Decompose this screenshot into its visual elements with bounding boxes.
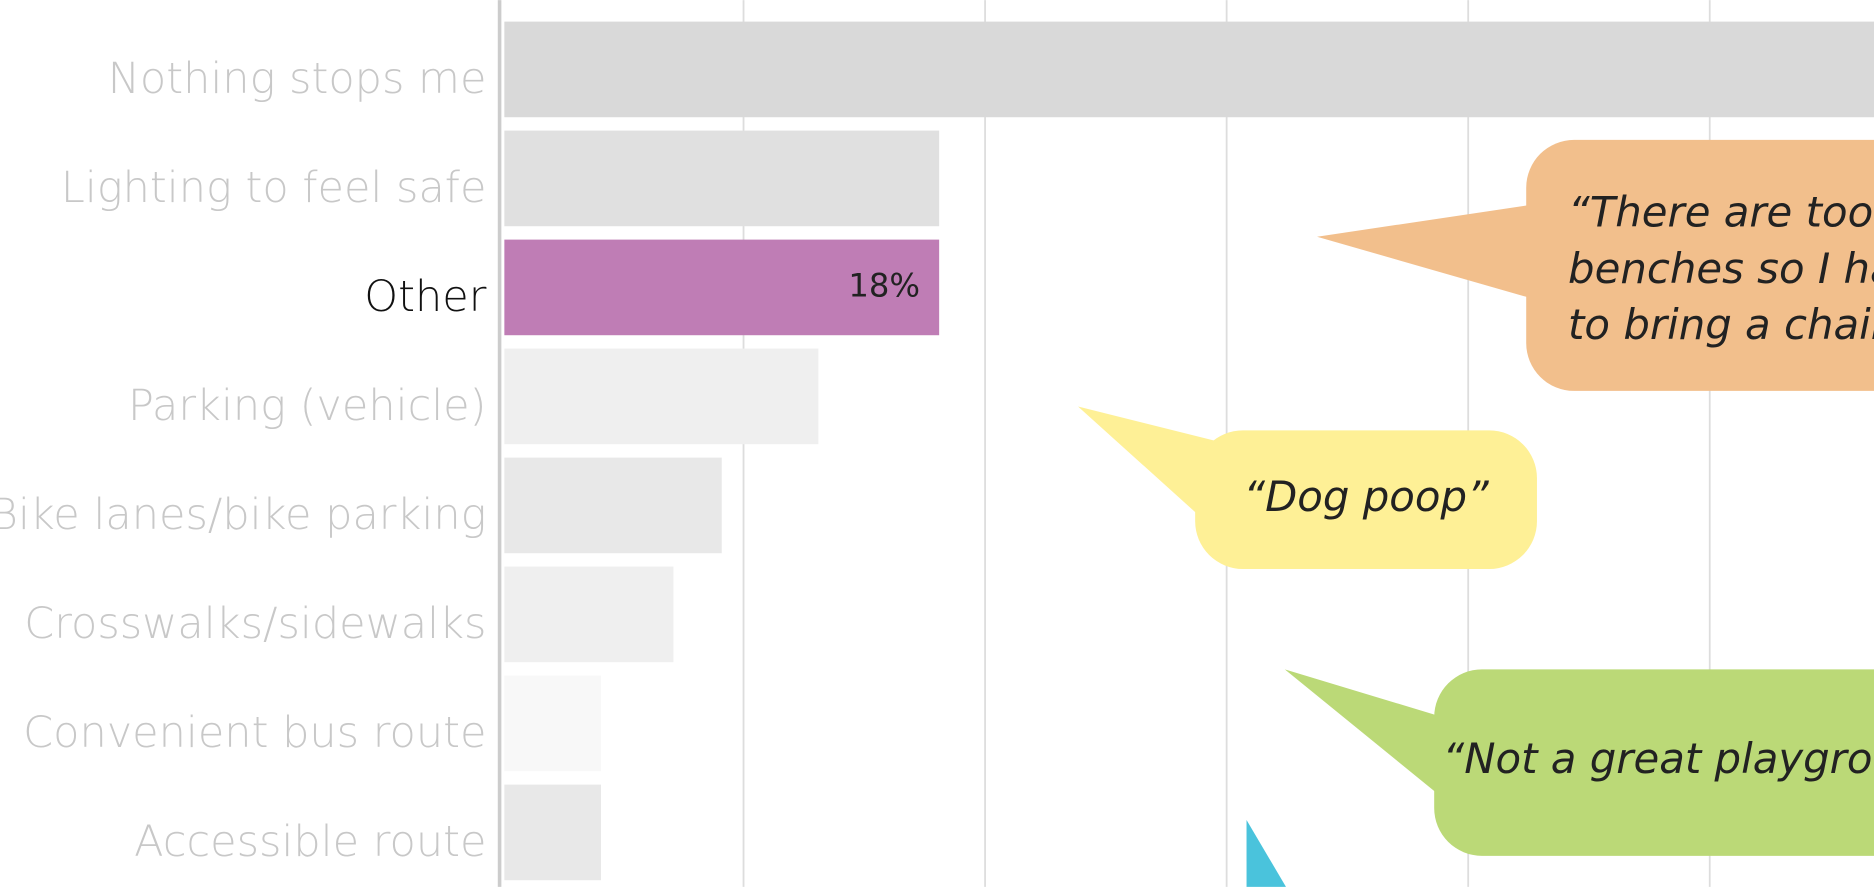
callout-text: to bring a chair: [1568, 300, 1874, 349]
callout-bubble: [1434, 669, 1874, 856]
callout-text: “Not a great playgrou: [1443, 734, 1874, 783]
callout-bubble: [1195, 430, 1537, 569]
y-tick-label: Accessible route: [134, 817, 486, 867]
y-tick-label: Nothing stops me: [108, 54, 487, 104]
bar: [504, 130, 940, 227]
callout: “Dog poop”: [1078, 406, 1537, 569]
callout-pointer: [1284, 669, 1451, 795]
y-tick-label: Crosswalks/sidewalks: [24, 599, 486, 649]
callout: “Not a great playgrou: [1284, 669, 1874, 856]
y-tick-label: Lighting to feel safe: [61, 163, 487, 213]
y-tick-label: Parking (vehicle): [128, 381, 486, 431]
bar: [504, 457, 722, 554]
callout-text: benches so I ha: [1568, 244, 1874, 293]
callout-text: “Dog poop”: [1243, 472, 1489, 521]
callout-pointer: [1078, 406, 1232, 517]
callout-text: “There are too m: [1568, 188, 1874, 237]
bar: [504, 784, 601, 881]
bar: [504, 675, 601, 772]
bar: [504, 566, 674, 663]
callout-pointer: [1317, 203, 1542, 302]
callout: “There are too m benches so I ha to bring …: [1317, 139, 1874, 391]
y-tick-label: Bike lanes/bike parking: [0, 490, 486, 540]
callout: [1246, 819, 1286, 887]
data-label: 18%: [848, 266, 920, 304]
callout-pointer: [1246, 819, 1286, 887]
callout-bubble: [1526, 139, 1874, 391]
bar: [504, 239, 940, 336]
y-tick-label: Convenient bus route: [23, 708, 486, 758]
bar: [504, 21, 1874, 118]
y-tick-label: Other: [364, 272, 486, 322]
bar: [504, 348, 819, 445]
